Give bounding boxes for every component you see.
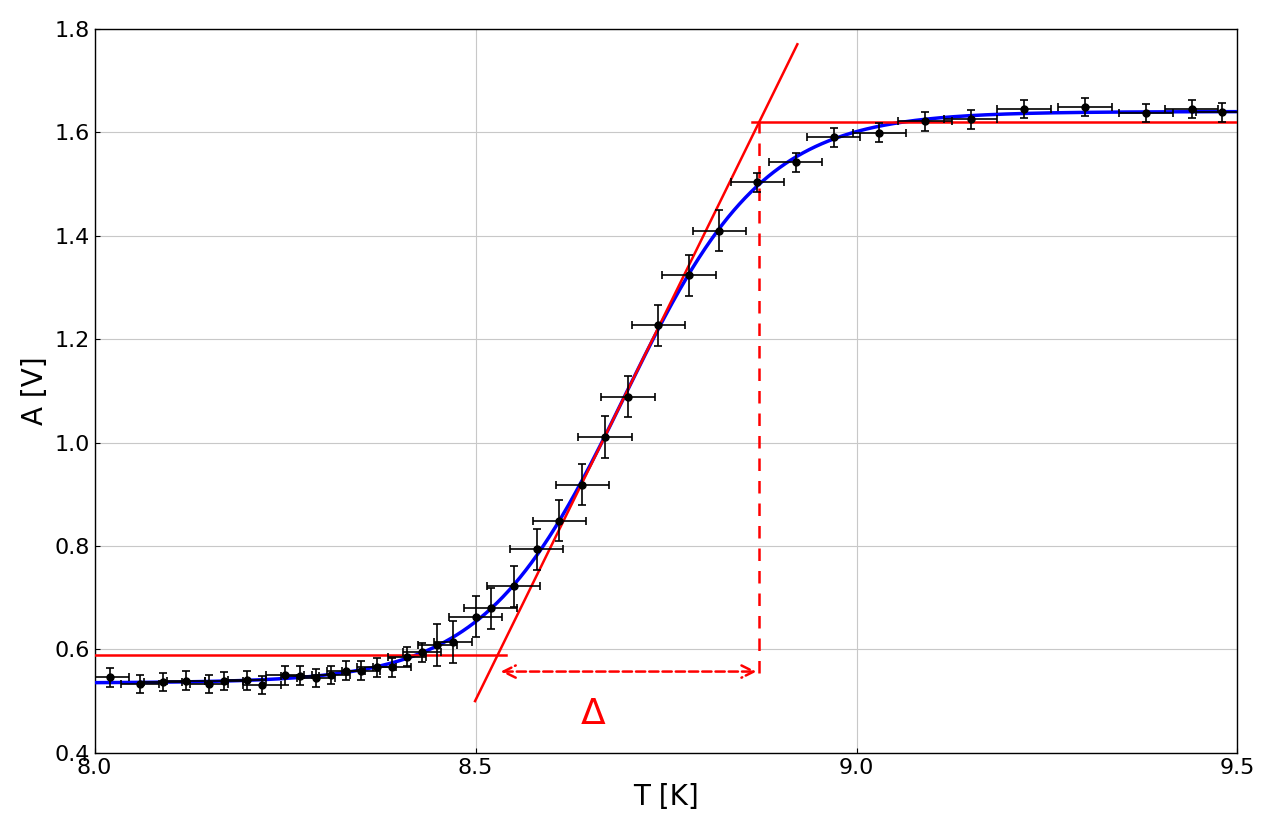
Y-axis label: A [V]: A [V] bbox=[20, 356, 48, 425]
X-axis label: T [K]: T [K] bbox=[633, 783, 699, 811]
Text: $\Delta$: $\Delta$ bbox=[581, 697, 607, 731]
